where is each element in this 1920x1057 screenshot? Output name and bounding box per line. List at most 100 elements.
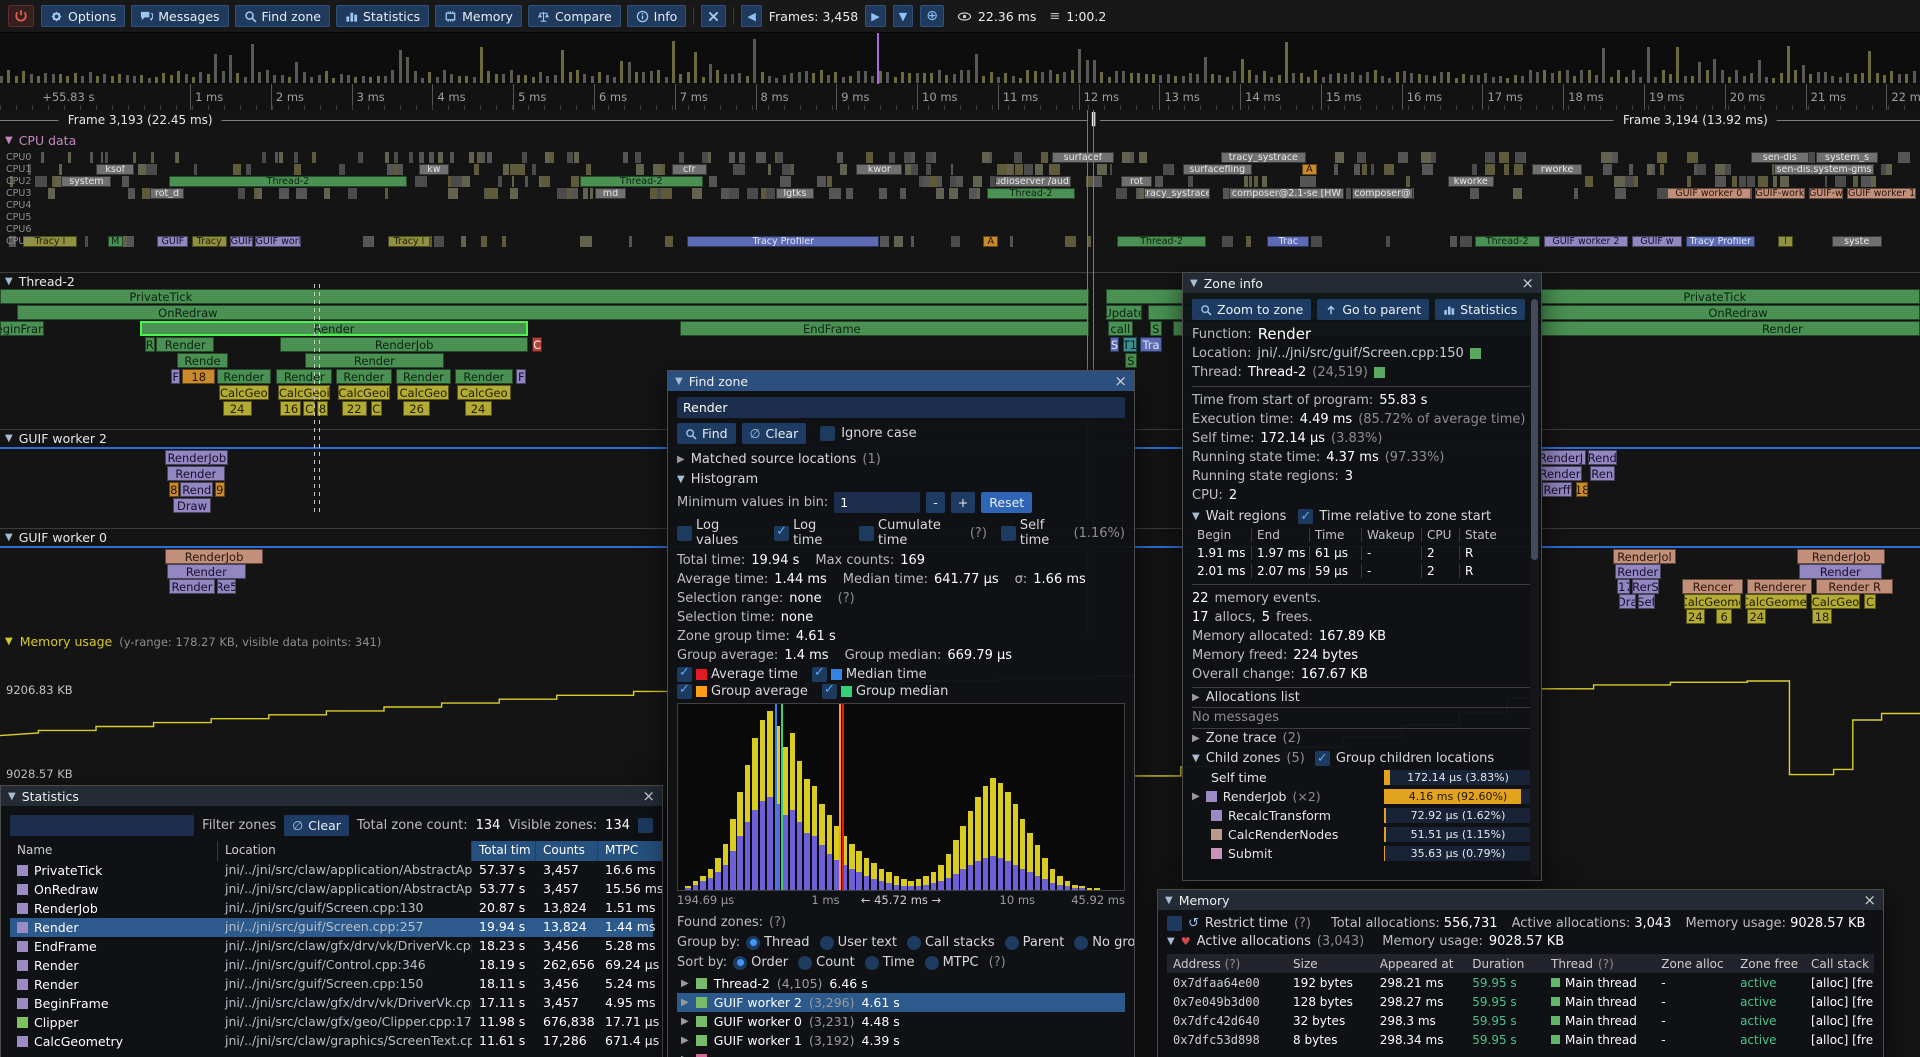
timeline-zone[interactable]: Draw — [172, 498, 212, 513]
filter-zones-input[interactable] — [10, 815, 195, 836]
cpu-zone[interactable] — [1334, 152, 1344, 163]
cpu-zone[interactable] — [1656, 152, 1668, 163]
radio-option[interactable]: MTPC — [924, 953, 979, 972]
timeline-zone[interactable]: kwor — [856, 164, 903, 175]
collapse-icon[interactable]: ▼ — [675, 375, 683, 387]
timeline-zone[interactable]: Thread-2 — [579, 176, 703, 187]
cpu-zone[interactable] — [476, 152, 482, 163]
cpu-data-header[interactable]: ▼ CPU data — [5, 133, 76, 148]
timeline-zone[interactable]: surfacef — [1052, 152, 1114, 163]
radio[interactable] — [906, 935, 921, 950]
cpu-zone[interactable] — [522, 152, 528, 163]
statistics-extra-checkbox[interactable] — [638, 818, 653, 833]
cpu-zone[interactable] — [720, 188, 732, 199]
cpu-zone[interactable] — [678, 152, 685, 163]
cpu-zone[interactable] — [747, 188, 759, 199]
cpu-zone[interactable] — [973, 176, 982, 187]
table-row[interactable]: Render jni/../jni/src/guif/Screen.cpp:257… — [10, 918, 656, 937]
cpu-zone[interactable] — [438, 152, 443, 163]
cpu-zone[interactable] — [133, 152, 137, 163]
memory-col-header[interactable]: Zone alloc — [1655, 957, 1734, 971]
expand-icon[interactable]: ▶ — [1192, 692, 1200, 703]
checkbox[interactable] — [1000, 525, 1016, 541]
cpu-zone[interactable] — [922, 176, 933, 187]
timeline-zone[interactable]: Rerff — [1541, 482, 1573, 497]
radio-option[interactable]: Time — [864, 953, 915, 972]
min-bin-input[interactable] — [834, 492, 921, 513]
cpu-zone[interactable] — [279, 152, 284, 163]
cpu-zone[interactable] — [1574, 188, 1579, 199]
ignore-case-checkbox[interactable] — [820, 426, 836, 441]
timeline-zone[interactable]: audioserver /audio — [994, 176, 1072, 187]
timeline-zone[interactable]: OnRedraw — [17, 305, 1089, 320]
timeline-zone[interactable]: Render — [455, 369, 513, 384]
scrollbar[interactable] — [1530, 297, 1539, 876]
collapse-icon[interactable]: ▼ — [5, 531, 13, 543]
cpu-zone[interactable] — [429, 152, 434, 163]
cpu-zone[interactable] — [1357, 152, 1367, 163]
cpu-zone[interactable] — [996, 164, 1009, 175]
cpu-zone[interactable] — [1310, 236, 1322, 247]
checkbox[interactable] — [821, 682, 837, 699]
timeline-zone[interactable]: Re5 — [216, 579, 237, 594]
wait-region-row[interactable]: 1.91 ms 1.97 ms 61 µs -2 R — [1192, 544, 1532, 562]
help-marker[interactable]: (?) — [769, 915, 787, 930]
cpu-zone[interactable] — [448, 188, 459, 199]
cpu-zone[interactable] — [1646, 164, 1655, 175]
timeline-zone[interactable]: 18 — [1812, 609, 1832, 624]
cpu-zone[interactable] — [1023, 164, 1033, 175]
cpu-zone[interactable] — [142, 188, 150, 199]
table-row[interactable]: BeginFrame jni/../jni/src/claw/gfx/drv/vk… — [10, 994, 656, 1013]
cpu-zone[interactable] — [582, 188, 588, 199]
legend-item[interactable]: Group average — [677, 682, 808, 699]
memory-button[interactable]: Memory — [435, 5, 522, 27]
help-marker[interactable]: (?) — [1598, 956, 1614, 971]
cpu-zone[interactable] — [955, 176, 963, 187]
statistics-button[interactable]: Statistics — [1435, 299, 1526, 320]
timeline-zone[interactable]: Tra — [1140, 337, 1162, 352]
timeline-zone[interactable]: Thread-2 — [168, 176, 408, 187]
radio[interactable] — [924, 955, 939, 970]
memory-col-header[interactable]: Address (?) — [1167, 957, 1287, 971]
timeline-zone[interactable]: Render — [336, 369, 392, 384]
histogram-section-header[interactable]: ▼ Histogram — [677, 472, 759, 487]
radio[interactable] — [746, 935, 761, 950]
cpu-zone[interactable] — [531, 164, 537, 175]
collapse-icon[interactable]: ▼ — [1190, 277, 1198, 289]
collapse-icon[interactable]: ▼ — [5, 432, 13, 444]
cpu-zone[interactable] — [733, 164, 745, 175]
cpu-zone[interactable] — [949, 176, 961, 187]
collapse-icon[interactable]: ▼ — [1192, 511, 1200, 522]
wait-regions-header[interactable]: ▼ Wait regions Time relative to zone sta… — [1192, 507, 1532, 526]
cpu-zone[interactable] — [567, 152, 573, 163]
cpu-zone[interactable] — [1773, 176, 1778, 187]
cpu-zone[interactable] — [323, 188, 330, 199]
memory-row[interactable]: 0x7e049b3d00 128 bytes 298.27 ms 59.95 s Mai… — [1167, 992, 1874, 1011]
collapse-icon[interactable]: ▼ — [1165, 894, 1173, 906]
cpu-zone[interactable] — [936, 176, 943, 187]
cpu-zone[interactable] — [1780, 176, 1790, 187]
cpu-zone[interactable] — [1116, 188, 1128, 199]
expand-icon[interactable]: ▶ — [681, 997, 689, 1008]
timeline-zone[interactable]: Renderer — [1747, 579, 1813, 594]
clear-filter-button[interactable]: ∅ Clear — [284, 815, 349, 836]
help-marker[interactable]: (?) — [1220, 956, 1241, 971]
zoom-to-zone-button[interactable]: Zoom to zone — [1192, 299, 1312, 320]
timeline-zone[interactable]: RenderJob — [1797, 549, 1886, 564]
cpu-zone[interactable] — [461, 236, 467, 247]
timeline-zone[interactable]: R — [144, 337, 155, 352]
timeline-zone[interactable]: CalcGeo — [218, 385, 269, 400]
expand-icon[interactable]: ▶ — [681, 1054, 689, 1057]
cpu-zone[interactable] — [1450, 236, 1458, 247]
cpu-zone[interactable] — [278, 188, 289, 199]
compare-button[interactable]: Compare — [527, 5, 621, 27]
cpu-zone[interactable] — [510, 188, 518, 199]
cpu-zone[interactable] — [68, 152, 72, 163]
cpu-zone[interactable] — [1224, 188, 1233, 199]
found-zone-group[interactable]: ▶ — [677, 1050, 1125, 1057]
cpu-lane[interactable]: surfacef tracy_systrace sen-dis system_s — [0, 152, 1920, 163]
cpu-zone[interactable] — [652, 164, 662, 175]
cpu-zone[interactable] — [705, 152, 712, 163]
column-header-name[interactable]: Name — [10, 841, 218, 861]
cpu-zone[interactable] — [1624, 176, 1635, 187]
